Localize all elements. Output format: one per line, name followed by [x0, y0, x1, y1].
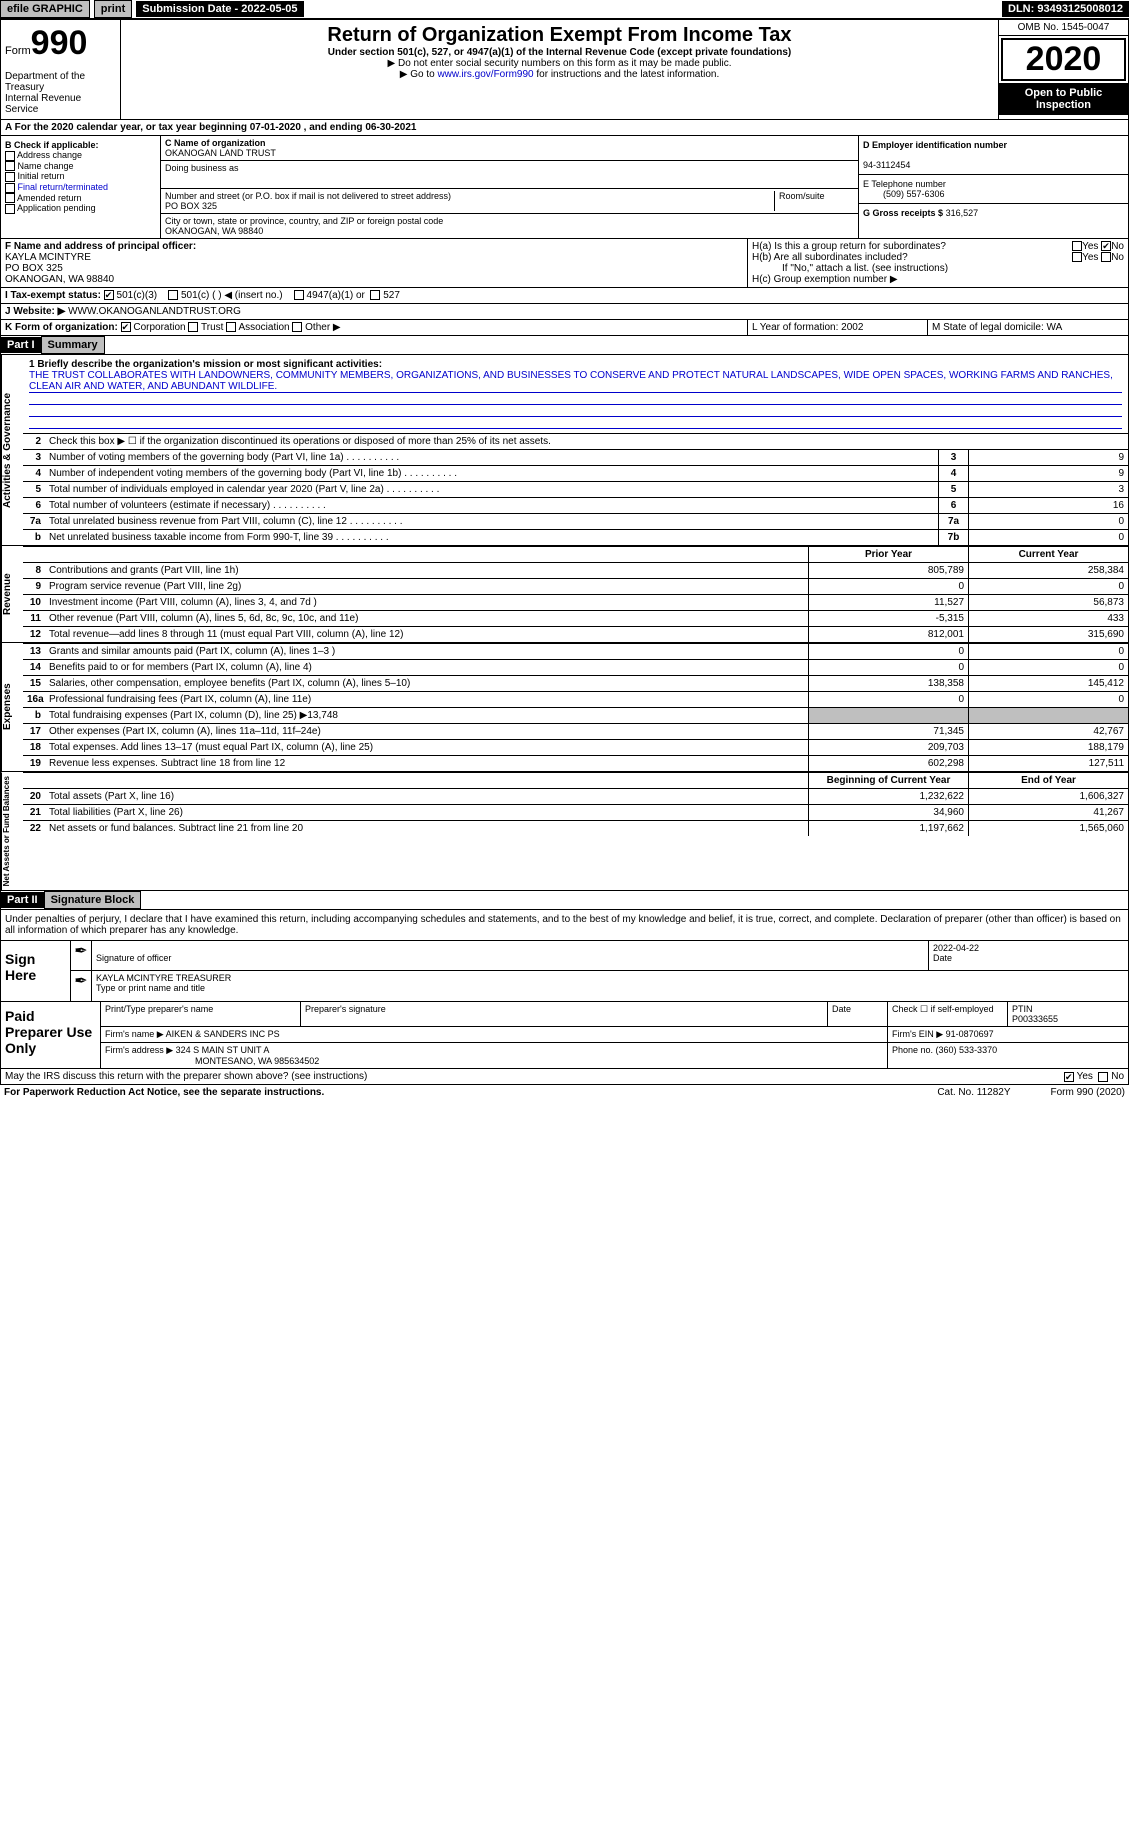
ptin: P00333655 [1012, 1014, 1058, 1024]
form-header: Form990 Department of the Treasury Inter… [0, 19, 1129, 120]
data-line: 8Contributions and grants (Part VIII, li… [23, 562, 1128, 578]
sign-date: 2022-04-22 [933, 943, 979, 953]
submission-date: Submission Date - 2022-05-05 [136, 1, 303, 17]
form-number: Form990 [5, 24, 116, 63]
dln: DLN: 93493125008012 [1002, 1, 1129, 17]
data-line: 11Other revenue (Part VIII, column (A), … [23, 610, 1128, 626]
ein: 94-3112454 [863, 160, 910, 170]
pen-icon: ✒ [71, 971, 91, 1001]
mission-text: THE TRUST COLLABORATES WITH LANDOWNERS, … [29, 370, 1122, 393]
summary-line: bNet unrelated business taxable income f… [23, 529, 1128, 545]
expenses-section: Expenses 13Grants and similar amounts pa… [0, 643, 1129, 772]
dept-label: Department of the Treasury Internal Reve… [5, 71, 116, 115]
top-bar: efile GRAPHIC print Submission Date - 20… [0, 0, 1129, 19]
data-line: 12Total revenue—add lines 8 through 11 (… [23, 626, 1128, 642]
row-i-tax-status: I Tax-exempt status: 501(c)(3) 501(c) ( … [0, 288, 1129, 304]
chk-name-change[interactable]: Name change [5, 161, 156, 172]
officer-name: KAYLA MCINTYRE [5, 252, 91, 263]
form-note1: ▶ Do not enter social security numbers o… [129, 58, 990, 69]
col-b-checkboxes: B Check if applicable: Address change Na… [1, 136, 161, 238]
sign-here-block: Sign Here ✒ Signature of officer 2022-04… [0, 941, 1129, 1002]
data-line: 13Grants and similar amounts paid (Part … [23, 643, 1128, 659]
officer-name-title: KAYLA MCINTYRE TREASURER [96, 973, 231, 983]
summary-line: 3Number of voting members of the governi… [23, 449, 1128, 465]
form-note2: ▶ Go to www.irs.gov/Form990 for instruct… [129, 69, 990, 80]
part1-header: Part ISummary [0, 336, 1129, 355]
open-inspection: Open to Public Inspection [999, 83, 1128, 115]
governance-section: Activities & Governance 1 Briefly descri… [0, 355, 1129, 546]
data-line: 14Benefits paid to or for members (Part … [23, 659, 1128, 675]
row-j-website: J Website: ▶ WWW.OKANOGANLANDTRUST.ORG [0, 304, 1129, 320]
efile-button[interactable]: efile GRAPHIC [0, 0, 90, 18]
data-line: 20Total assets (Part X, line 16)1,232,62… [23, 788, 1128, 804]
telephone: (509) 557-6306 [863, 189, 945, 199]
pen-icon: ✒ [71, 941, 91, 970]
row-k: K Form of organization: Corporation Trus… [0, 320, 1129, 336]
data-line: 15Salaries, other compensation, employee… [23, 675, 1128, 691]
data-line: 19Revenue less expenses. Subtract line 1… [23, 755, 1128, 771]
tax-year: 2020 [1001, 38, 1126, 81]
irs-discuss-row: May the IRS discuss this return with the… [0, 1069, 1129, 1085]
chk-corporation[interactable] [121, 322, 131, 332]
mission-label: 1 Briefly describe the organization's mi… [29, 359, 382, 370]
revenue-section: Revenue Prior YearCurrent Year 8Contribu… [0, 546, 1129, 643]
summary-line: 7aTotal unrelated business revenue from … [23, 513, 1128, 529]
part2-header: Part IISignature Block [0, 891, 1129, 910]
chk-amended[interactable]: Amended return [5, 193, 156, 204]
irs-link[interactable]: www.irs.gov/Form990 [437, 69, 533, 80]
summary-line: 5Total number of individuals employed in… [23, 481, 1128, 497]
signature-intro: Under penalties of perjury, I declare th… [0, 910, 1129, 941]
data-line: 10Investment income (Part VIII, column (… [23, 594, 1128, 610]
org-city: OKANOGAN, WA 98840 [165, 226, 263, 236]
chk-initial-return[interactable]: Initial return [5, 171, 156, 182]
firm-phone: Phone no. (360) 533-3370 [888, 1043, 1128, 1068]
gross-receipts: 316,527 [946, 208, 979, 218]
chk-discuss-yes[interactable] [1064, 1072, 1074, 1082]
chk-final-return[interactable]: Final return/terminated [5, 182, 156, 193]
row-a-period: A For the 2020 calendar year, or tax yea… [0, 120, 1129, 136]
data-line: 22Net assets or fund balances. Subtract … [23, 820, 1128, 836]
chk-address-change[interactable]: Address change [5, 150, 156, 161]
org-address: PO BOX 325 [165, 201, 217, 211]
summary-line: 2Check this box ▶ ☐ if the organization … [23, 433, 1128, 449]
form-title: Return of Organization Exempt From Incom… [129, 24, 990, 47]
chk-app-pending[interactable]: Application pending [5, 203, 156, 214]
firm-address: Firm's address ▶ 324 S MAIN ST UNIT A [105, 1045, 269, 1055]
data-line: 18Total expenses. Add lines 13–17 (must … [23, 739, 1128, 755]
firm-name: Firm's name ▶ AIKEN & SANDERS INC PS [101, 1027, 888, 1042]
data-line: 21Total liabilities (Part X, line 26)34,… [23, 804, 1128, 820]
chk-501c3[interactable] [104, 290, 114, 300]
summary-line: 6Total number of volunteers (estimate if… [23, 497, 1128, 513]
print-button[interactable]: print [94, 0, 132, 18]
summary-line: 4Number of independent voting members of… [23, 465, 1128, 481]
data-line: bTotal fundraising expenses (Part IX, co… [23, 707, 1128, 723]
year-formation: L Year of formation: 2002 [748, 320, 928, 335]
data-line: 17Other expenses (Part IX, column (A), l… [23, 723, 1128, 739]
form-subtitle: Under section 501(c), 527, or 4947(a)(1)… [129, 47, 990, 58]
net-assets-section: Net Assets or Fund Balances Beginning of… [0, 772, 1129, 891]
website-url: WWW.OKANOGANLANDTRUST.ORG [68, 306, 241, 317]
room-suite-label: Room/suite [774, 191, 854, 211]
chk-discuss-no[interactable] [1098, 1072, 1108, 1082]
firm-ein: Firm's EIN ▶ 91-0870697 [888, 1027, 1128, 1042]
paid-preparer-block: Paid Preparer Use Only Print/Type prepar… [0, 1002, 1129, 1069]
data-line: 16aProfessional fundraising fees (Part I… [23, 691, 1128, 707]
dba-label: Doing business as [165, 163, 239, 173]
state-domicile: M State of legal domicile: WA [928, 320, 1128, 335]
section-b-to-g: B Check if applicable: Address change Na… [0, 136, 1129, 239]
data-line: 9Program service revenue (Part VIII, lin… [23, 578, 1128, 594]
omb-number: OMB No. 1545-0047 [999, 20, 1128, 36]
section-f-h: F Name and address of principal officer:… [0, 239, 1129, 288]
org-name: OKANOGAN LAND TRUST [165, 148, 276, 158]
page-footer: For Paperwork Reduction Act Notice, see … [0, 1085, 1129, 1100]
